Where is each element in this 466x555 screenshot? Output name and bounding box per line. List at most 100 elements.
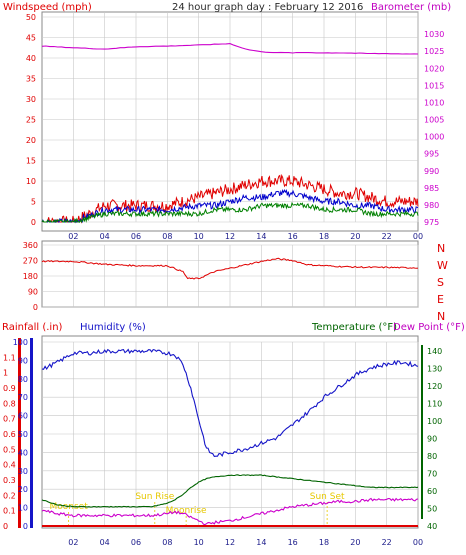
temperature-tick-label: 70 [427,469,437,478]
x-tick-label: 04 [100,232,110,241]
humidity-tick-label: 50 [18,430,28,439]
series-temperature [41,474,419,508]
chart-title: 24 hour graph day : February 12 2016 [172,2,363,13]
series-dew-point [41,497,419,526]
humidity-tick-label: 80 [18,375,28,384]
direction-tick-label: 180 [23,272,38,281]
barometer-tick-label: 985 [424,184,439,193]
barometer-tick-label: 1015 [424,81,444,90]
humidity-axis-title: Humidity (%) [80,322,146,333]
direction-tick-label: 360 [23,241,38,250]
compass-label: E [437,293,444,306]
dewpoint-axis-title: Dew Point (°F) [393,322,465,333]
humidity-axis-bar [30,338,33,528]
rain-tick-label: 1.1 [3,353,16,362]
series-windspeed-gust [41,173,419,224]
wind-tick-label: 10 [26,177,36,186]
x-tick-label: 14 [256,232,266,241]
barometer-tick-label: 1025 [424,47,444,56]
event-label: Sun Set [310,492,345,502]
rain-tick-label: 0.6 [3,430,16,439]
x-tick-label: 06 [131,232,141,241]
x-tick-label: 04 [100,538,110,547]
rain-tick-label: 0 [3,522,8,531]
rain-tick-label: 0.1 [3,507,16,516]
compass-label: N [437,242,445,255]
temperature-tick-label: 50 [427,504,437,513]
wind-tick-label: 30 [26,95,36,104]
x-tick-label: 06 [131,538,141,547]
humidity-tick-label: 20 [18,485,28,494]
humidity-tick-label: 70 [18,393,28,402]
rain-tick-label: 1 [3,369,8,378]
x-tick-label: 12 [225,232,235,241]
temperature-tick-label: 100 [427,417,442,426]
temperature-axis-title: Temperature (°F) [311,322,397,333]
humidity-tick-label: 60 [18,412,28,421]
x-tick-label: 18 [319,538,329,547]
barometer-tick-label: 1010 [424,98,444,107]
compass-label: W [437,259,448,272]
temperature-tick-label: 40 [427,522,437,531]
temperature-tick-label: 140 [427,347,442,356]
temperature-tick-label: 110 [427,399,442,408]
x-tick-label: 16 [288,232,298,241]
direction-tick-label: 270 [23,257,38,266]
humidity-tick-label: 90 [18,356,28,365]
humidity-tick-label: 10 [18,504,28,513]
x-tick-label: 22 [382,538,392,547]
x-tick-label: 10 [194,232,204,241]
x-tick-label: 12 [225,538,235,547]
rain-tick-label: 0.5 [3,445,16,454]
wind-tick-label: 40 [26,54,36,63]
wind-tick-label: 25 [26,116,36,125]
barometer-tick-label: 980 [424,201,439,210]
compass-label: S [437,276,444,289]
x-tick-label: 20 [350,232,360,241]
wind-tick-label: 45 [26,34,36,43]
rain-tick-label: 0.4 [3,461,16,470]
panel-wind-barometer: Windspeed (mph) 24 hour graph day : Febr… [3,2,451,241]
barometer-tick-label: 995 [424,150,439,159]
x-tick-label: 08 [162,538,172,547]
rain-axis-bar [18,338,21,528]
humidity-tick-label: 100 [13,338,28,347]
rain-tick-label: 0.9 [3,384,16,393]
direction-tick-label: 90 [28,288,38,297]
x-tick-label: 00 [413,538,423,547]
barometer-axis-title: Barometer (mb) [371,2,451,13]
temperature-tick-label: 80 [427,452,437,461]
barometer-tick-label: 975 [424,218,439,227]
event-label: Moonset [50,502,89,512]
wind-tick-label: 0 [31,218,36,227]
barometer-tick-label: 1005 [424,116,444,125]
compass-label: N [437,310,445,323]
x-tick-label: 08 [162,232,172,241]
rain-tick-label: 0.8 [3,399,16,408]
rain-axis-title: Rainfall (.in) [2,322,63,333]
x-tick-label: 22 [382,232,392,241]
wind-tick-label: 5 [31,198,36,207]
humidity-tick-label: 0 [23,522,28,531]
wind-tick-label: 20 [26,136,36,145]
series-windspeed-avg [41,201,419,224]
x-tick-label: 02 [68,538,78,547]
rain-tick-label: 0.3 [3,476,16,485]
barometer-tick-label: 1030 [424,30,444,39]
x-tick-label: 10 [194,538,204,547]
series-humidity [41,348,419,458]
humidity-tick-label: 30 [18,467,28,476]
humidity-tick-label: 40 [18,448,28,457]
rain-tick-label: 0.7 [3,415,16,424]
temperature-axis-bar [421,345,423,519]
barometer-tick-label: 990 [424,167,439,176]
x-tick-label: 14 [256,538,266,547]
x-tick-label: 16 [288,538,298,547]
barometer-tick-label: 1020 [424,64,444,73]
temperature-tick-label: 130 [427,364,442,373]
event-label: Moonrise [166,506,207,516]
wind-axis-title: Windspeed (mph) [3,2,92,13]
temperature-tick-label: 90 [427,434,437,443]
